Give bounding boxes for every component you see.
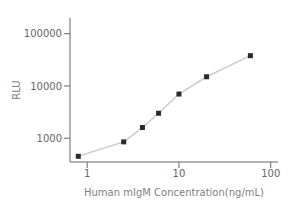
svg-text:RLU: RLU [11,80,22,99]
svg-text:10000: 10000 [30,81,62,92]
svg-text:1: 1 [84,168,90,179]
svg-text:10: 10 [173,168,186,179]
svg-text:100000: 100000 [24,28,62,39]
svg-text:Human mIgM Concentration(ng/mL: Human mIgM Concentration(ng/mL) [84,187,264,198]
svg-text:1000: 1000 [37,133,62,144]
svg-text:100: 100 [261,168,280,179]
